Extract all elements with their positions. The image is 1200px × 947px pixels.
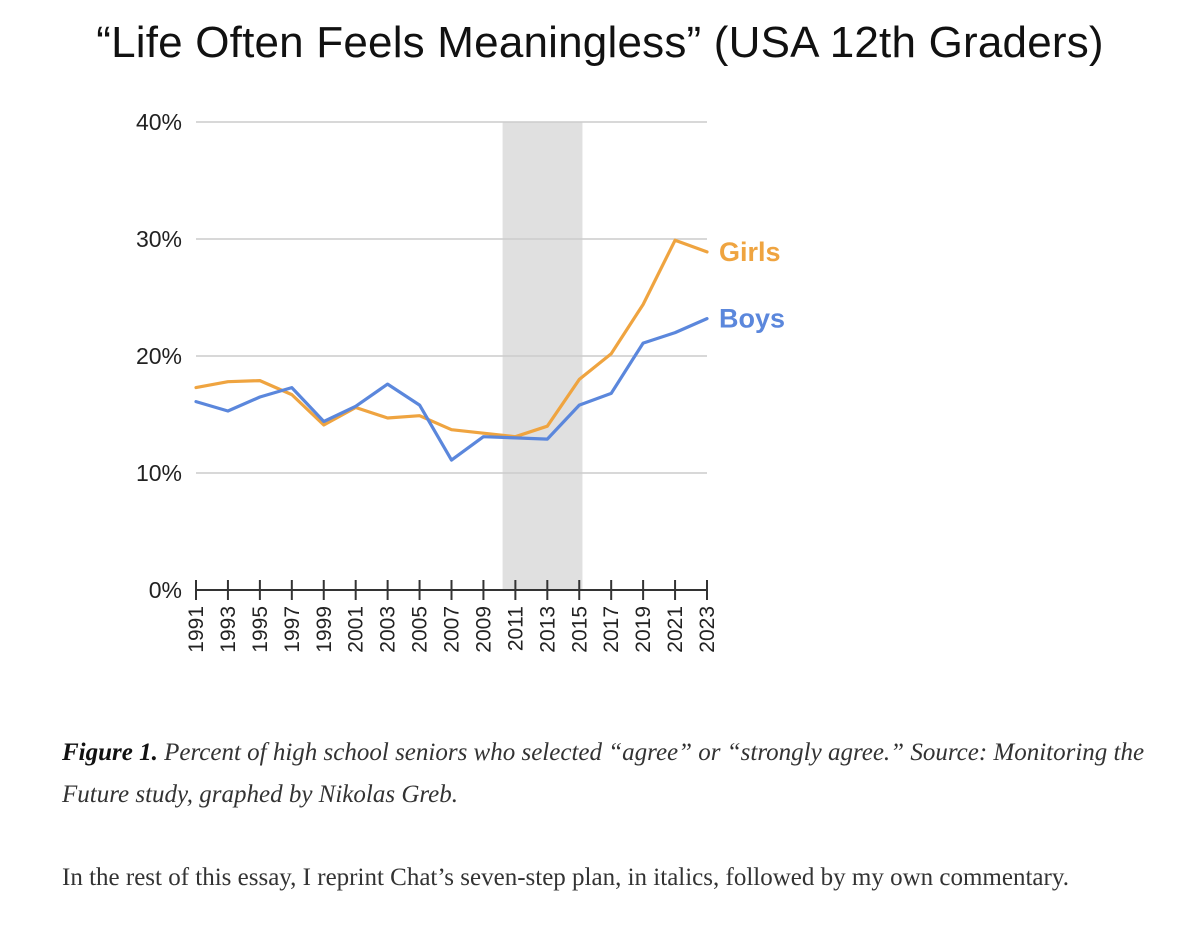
x-tick-label: 2019: [632, 606, 655, 653]
series-line-boys: [194, 317, 709, 462]
chart-title: “Life Often Feels Meaningless” (USA 12th…: [96, 18, 1104, 67]
y-tick-label: 40%: [136, 109, 182, 135]
x-tick-label: 2001: [345, 606, 368, 653]
x-tick-label: 2005: [409, 606, 432, 653]
x-tick-label: 2023: [696, 606, 719, 653]
x-tick-label: 2003: [377, 606, 400, 653]
y-tick-label: 20%: [136, 343, 182, 369]
line-chart: 0% 10% 20% 30% 40% 1991 1993 1995 1997 1999 2001 2…: [136, 109, 785, 653]
gridlines: [196, 121, 707, 474]
x-tick-label: 2015: [568, 606, 591, 653]
x-tick-label: 1997: [281, 606, 304, 653]
y-tick-label: 0%: [149, 577, 182, 603]
x-tick-label: 1999: [313, 606, 336, 653]
x-tick-label: 2013: [536, 606, 559, 653]
x-tick-label: 1991: [185, 606, 208, 653]
x-tick-label: 1995: [249, 606, 272, 653]
x-tick-label: 1993: [217, 606, 240, 653]
series-labels: Girls Boys: [719, 237, 785, 334]
x-tick-label: 2009: [472, 606, 495, 653]
y-tick-label: 10%: [136, 460, 182, 486]
series-lines: [194, 238, 709, 462]
x-tick-label: 2017: [600, 606, 623, 653]
x-tick-label: 2021: [664, 606, 687, 653]
essay-paragraph: In the rest of this essay, I reprint Cha…: [62, 864, 1069, 891]
series-line-girls: [194, 238, 709, 439]
x-tick-label: 2007: [441, 606, 464, 653]
x-tick-label: 2011: [504, 606, 527, 651]
y-axis: 0% 10% 20% 30% 40%: [136, 109, 182, 603]
series-label-girls: Girls: [719, 237, 781, 267]
figure-label: Figure 1.: [62, 739, 158, 766]
figure-caption: Figure 1. Percent of high school seniors…: [62, 732, 1152, 816]
y-tick-label: 30%: [136, 226, 182, 252]
x-axis: 1991 1993 1995 1997 1999 2001 2003 2005 2007 2009…: [185, 580, 719, 653]
figure-caption-text: Percent of high school seniors who selec…: [62, 739, 1145, 808]
series-label-boys: Boys: [719, 304, 785, 334]
